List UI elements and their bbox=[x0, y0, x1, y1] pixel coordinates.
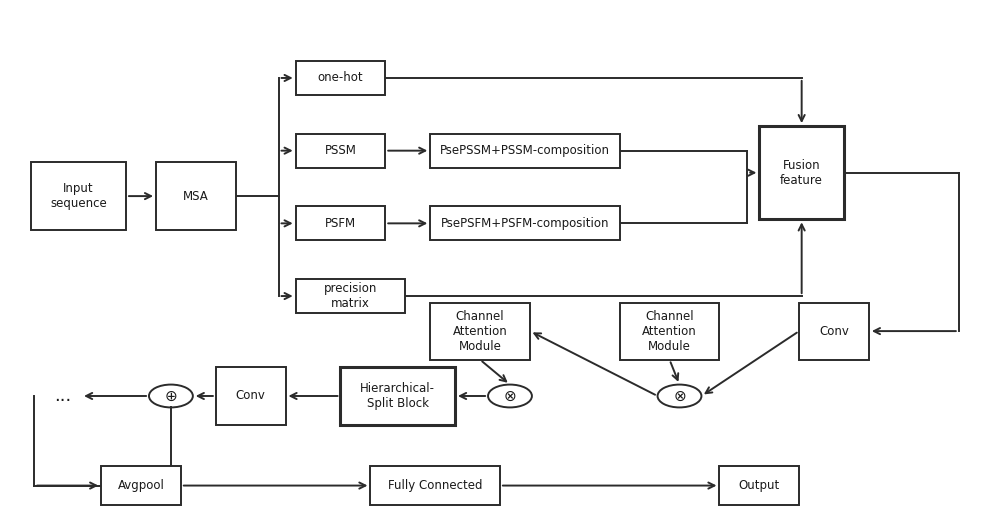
Text: Fully Connected: Fully Connected bbox=[388, 479, 482, 492]
Text: Hierarchical-
Split Block: Hierarchical- Split Block bbox=[360, 382, 435, 410]
Text: PSSM: PSSM bbox=[325, 144, 356, 157]
FancyBboxPatch shape bbox=[799, 303, 869, 360]
Text: ⊗: ⊗ bbox=[673, 388, 686, 404]
Text: PsePSFM+PSFM-composition: PsePSFM+PSFM-composition bbox=[441, 217, 609, 230]
Text: MSA: MSA bbox=[183, 189, 209, 203]
FancyBboxPatch shape bbox=[101, 466, 181, 505]
FancyBboxPatch shape bbox=[370, 466, 500, 505]
FancyBboxPatch shape bbox=[216, 367, 286, 424]
Text: ...: ... bbox=[55, 387, 72, 405]
FancyBboxPatch shape bbox=[430, 207, 620, 240]
FancyBboxPatch shape bbox=[620, 303, 719, 360]
FancyBboxPatch shape bbox=[759, 126, 844, 219]
Text: ⊗: ⊗ bbox=[504, 388, 516, 404]
FancyBboxPatch shape bbox=[719, 466, 799, 505]
FancyBboxPatch shape bbox=[430, 134, 620, 168]
Text: Input
sequence: Input sequence bbox=[50, 182, 107, 210]
FancyBboxPatch shape bbox=[340, 367, 455, 424]
FancyBboxPatch shape bbox=[296, 207, 385, 240]
Text: one-hot: one-hot bbox=[318, 72, 363, 85]
FancyBboxPatch shape bbox=[156, 162, 236, 230]
Text: Channel
Attention
Module: Channel Attention Module bbox=[453, 310, 507, 352]
Text: PSFM: PSFM bbox=[325, 217, 356, 230]
Text: Avgpool: Avgpool bbox=[118, 479, 164, 492]
Text: ⊕: ⊕ bbox=[165, 388, 177, 404]
Text: Fusion
feature: Fusion feature bbox=[780, 159, 823, 187]
Text: precision
matrix: precision matrix bbox=[324, 282, 377, 310]
FancyBboxPatch shape bbox=[296, 61, 385, 95]
Text: Conv: Conv bbox=[236, 389, 266, 402]
FancyBboxPatch shape bbox=[296, 134, 385, 168]
Text: Conv: Conv bbox=[819, 325, 849, 338]
FancyBboxPatch shape bbox=[296, 279, 405, 313]
Text: Output: Output bbox=[739, 479, 780, 492]
Text: Channel
Attention
Module: Channel Attention Module bbox=[642, 310, 697, 352]
Text: PsePSSM+PSSM-composition: PsePSSM+PSSM-composition bbox=[440, 144, 610, 157]
FancyBboxPatch shape bbox=[430, 303, 530, 360]
FancyBboxPatch shape bbox=[31, 162, 126, 230]
